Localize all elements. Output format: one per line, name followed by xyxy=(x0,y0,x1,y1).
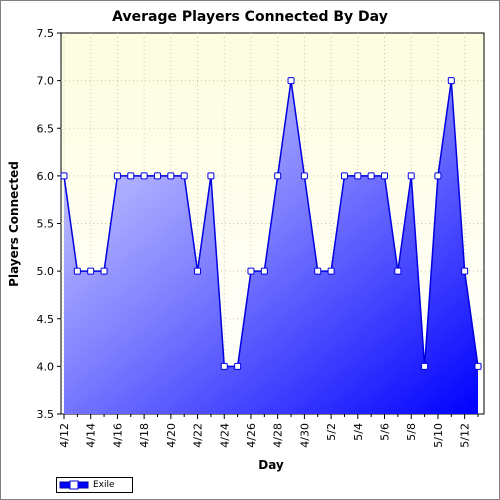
y-axis-label: Players Connected xyxy=(7,161,21,287)
data-point xyxy=(314,267,322,275)
data-point xyxy=(113,172,121,180)
data-point xyxy=(73,267,81,275)
data-point xyxy=(327,267,335,275)
x-axis-label: Day xyxy=(258,458,284,472)
data-point xyxy=(434,172,442,180)
x-tick-label: 4/26 xyxy=(245,423,258,448)
data-point xyxy=(60,172,68,180)
data-point xyxy=(100,267,108,275)
y-tick-label: 3.5 xyxy=(37,408,55,421)
x-tick-label: 4/20 xyxy=(165,423,178,448)
legend-label: Exile xyxy=(93,480,115,490)
y-tick-label: 4.0 xyxy=(37,360,55,373)
y-tick-label: 6.0 xyxy=(37,170,55,183)
data-point xyxy=(447,77,455,85)
chart-title: Average Players Connected By Day xyxy=(112,9,388,25)
legend-swatch xyxy=(59,480,89,490)
data-point xyxy=(394,267,402,275)
data-point xyxy=(407,172,415,180)
x-tick-label: 4/24 xyxy=(218,423,231,448)
y-tick-label: 7.0 xyxy=(37,75,55,88)
data-point xyxy=(461,267,469,275)
series-area-exile xyxy=(64,80,478,414)
x-tick-label: 5/8 xyxy=(405,423,418,441)
data-point xyxy=(194,267,202,275)
y-tick-label: 7.5 xyxy=(37,27,55,40)
x-tick-label: 4/18 xyxy=(138,423,151,448)
axes: 3.5 4.0 4.5 5.0 5.5 6.0 6.5 7.0 7.5 4/12 4/14 4/16 4… xyxy=(37,27,479,448)
y-tick-label: 6.5 xyxy=(37,122,55,135)
legend: Exile xyxy=(56,477,133,493)
data-point xyxy=(340,172,348,180)
x-tick-label: 5/10 xyxy=(432,423,445,448)
y-tick-label: 4.5 xyxy=(37,313,55,326)
x-tick-label: 4/30 xyxy=(298,423,311,448)
data-point xyxy=(300,172,308,180)
data-point xyxy=(354,172,362,180)
y-tick-label: 5.5 xyxy=(37,218,55,231)
y-tick-label: 5.0 xyxy=(37,265,55,278)
x-tick-label: 4/22 xyxy=(192,423,205,448)
data-point xyxy=(127,172,135,180)
x-tick-label: 5/4 xyxy=(352,423,365,441)
x-tick-label: 5/2 xyxy=(325,423,338,441)
data-point xyxy=(287,77,295,85)
markers xyxy=(60,77,482,370)
data-point xyxy=(247,267,255,275)
x-tick-label: 4/16 xyxy=(111,423,124,448)
data-point xyxy=(180,172,188,180)
x-tick-label: 4/14 xyxy=(85,423,98,448)
data-point xyxy=(234,362,242,370)
data-point xyxy=(167,172,175,180)
data-point xyxy=(474,362,482,370)
data-point xyxy=(367,172,375,180)
data-point xyxy=(207,172,215,180)
x-tick-label: 4/28 xyxy=(272,423,285,448)
data-point xyxy=(421,362,429,370)
x-tick-label: 5/6 xyxy=(379,423,392,441)
data-point xyxy=(381,172,389,180)
data-point xyxy=(274,172,282,180)
data-point xyxy=(220,362,228,370)
x-tick-label: 4/12 xyxy=(58,423,71,448)
data-point xyxy=(140,172,148,180)
x-tick-label: 5/12 xyxy=(459,423,472,448)
data-point xyxy=(87,267,95,275)
data-point xyxy=(153,172,161,180)
data-point xyxy=(260,267,268,275)
